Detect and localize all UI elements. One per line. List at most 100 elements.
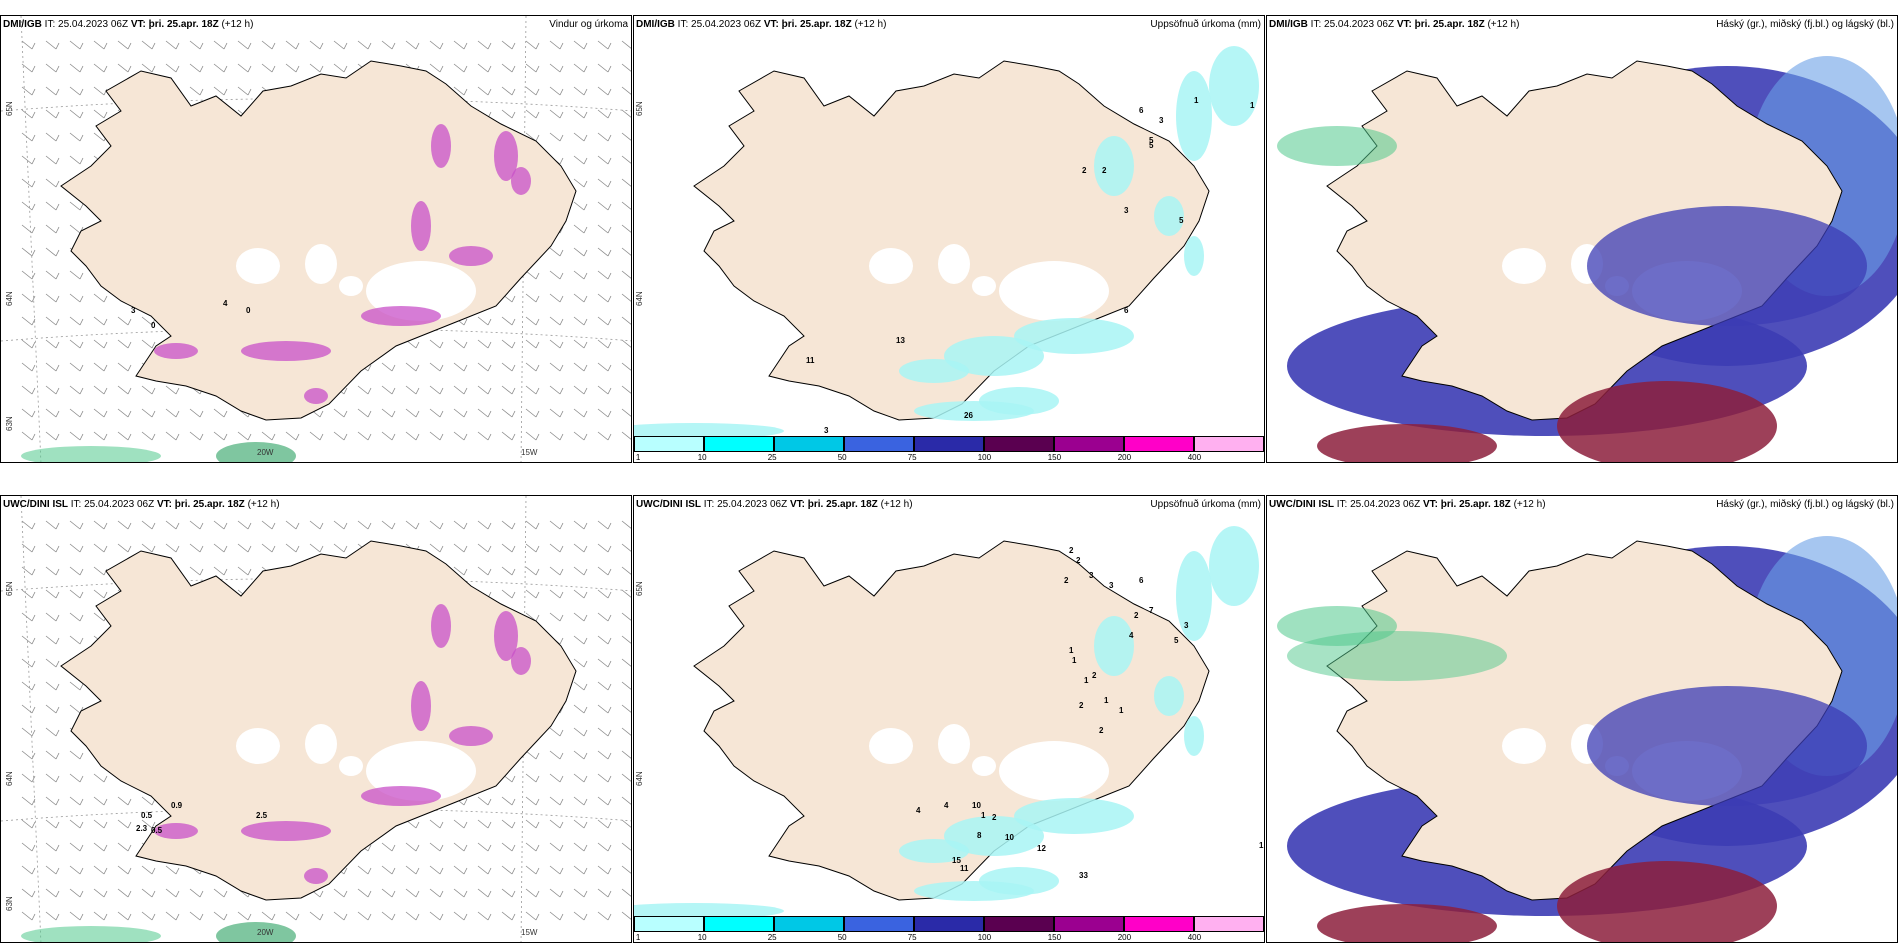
precip-area [1184, 236, 1204, 276]
colorbar-swatch [914, 436, 984, 452]
colorbar-tick-label: 100 [977, 453, 992, 462]
glacier [236, 728, 280, 764]
precip-value-label: 1 [1259, 841, 1264, 850]
source-label: DMI/IGB [1269, 19, 1308, 30]
latitude-label: 65N [5, 101, 14, 116]
colorbar-swatch [774, 436, 844, 452]
panel-title: Háský (gr.), miðský (fj.bl.) og lágský (… [1716, 19, 1894, 30]
latitude-label: 64N [5, 291, 14, 306]
precip-area [1094, 616, 1134, 676]
precip-cell [361, 786, 441, 806]
panel-wind-precip-dmi: DMI/IGB IT: 25.04.2023 06Z VT: þri. 25.a… [0, 15, 632, 463]
precip-cell [154, 343, 198, 359]
colorbar-swatch [634, 436, 704, 452]
precip-value-label: 3 [824, 426, 829, 435]
colorbar-swatch [1054, 916, 1124, 932]
precip-area-green [21, 926, 161, 942]
map-canvas [634, 526, 1259, 919]
glacier [972, 756, 996, 776]
init-time: IT: 25.04.2023 06Z [1336, 499, 1421, 510]
precip-value-label: 2 [1079, 701, 1084, 710]
colorbar-swatch [634, 916, 704, 932]
glacier [305, 244, 337, 284]
precip-value-label: 3 [1109, 581, 1114, 590]
colorbar-swatch [774, 916, 844, 932]
glacier [972, 276, 996, 296]
precip-cell [449, 246, 493, 266]
glacier [339, 276, 363, 296]
colorbar-swatch [844, 916, 914, 932]
longitude-label: 15W [521, 448, 538, 457]
valid-time: VT: þri. 25.apr. 18Z [1422, 499, 1511, 510]
colorbar-tick-label: 200 [1117, 933, 1132, 942]
precip-value-label: 2 [1064, 576, 1069, 585]
glacier [869, 728, 913, 764]
longitude-label: 20W [257, 448, 274, 457]
precip-area [944, 336, 1044, 376]
source-label: UWC/DINI ISL [1269, 499, 1334, 510]
precip-value-label: 26 [964, 411, 973, 420]
map-canvas [1, 16, 631, 462]
glacier [869, 248, 913, 284]
lead-time: (+12 h) [247, 499, 280, 510]
colorbar-tick-label: 25 [767, 933, 777, 942]
precip-area [899, 839, 969, 863]
colorbar-tick-label: 50 [837, 453, 847, 462]
colorbar-swatch [844, 436, 914, 452]
precip-area [1176, 71, 1212, 161]
precip-value-label: 15 [952, 856, 961, 865]
precip-cell [241, 341, 331, 361]
precip-value-label: 2 [1102, 166, 1107, 175]
precip-cell [494, 131, 518, 181]
colorbar-swatch [704, 436, 774, 452]
high-cloud-area [1587, 686, 1867, 806]
map-canvas [1267, 16, 1897, 462]
colorbar-swatch [1124, 436, 1194, 452]
latitude-label: 63N [5, 896, 14, 911]
panel-accum-precip-uwc: UWC/DINI ISL IT: 25.04.2023 06Z VT: þri.… [633, 495, 1265, 943]
precip-cell [449, 726, 493, 746]
valid-time: VT: þri. 25.apr. 18Z [1396, 19, 1485, 30]
longitude-label: 15W [521, 928, 538, 937]
glacier [366, 741, 476, 801]
map-canvas [1, 496, 631, 942]
precip-value-label: 2 [1092, 671, 1097, 680]
panel-clouds-uwc: UWC/DINI ISL IT: 25.04.2023 06Z VT: þri.… [1266, 495, 1898, 943]
source-label: UWC/DINI ISL [3, 499, 68, 510]
panel-accum-precip-dmi: DMI/IGB IT: 25.04.2023 06Z VT: þri. 25.a… [633, 15, 1265, 463]
lead-time: (+12 h) [1487, 19, 1520, 30]
precip-value-label: 8 [977, 831, 982, 840]
low-cloud-area [1317, 904, 1497, 942]
precip-value-label: 4 [916, 806, 921, 815]
precip-value-label: 4 [223, 299, 228, 308]
colorbar-swatches [634, 916, 1264, 932]
valid-time: VT: þri. 25.apr. 18Z [130, 19, 219, 30]
precip-area-green [216, 922, 296, 942]
iceland-landmass [693, 60, 1210, 421]
precip-area [914, 401, 1034, 421]
glacier [1502, 248, 1546, 284]
panel-title: Háský (gr.), miðský (fj.bl.) og lágský (… [1716, 499, 1894, 510]
glacier [938, 244, 970, 284]
precip-area [1184, 716, 1204, 756]
colorbar-tick-label: 25 [767, 453, 777, 462]
panel-wind-precip-uwc: UWC/DINI ISL IT: 25.04.2023 06Z VT: þri.… [0, 495, 632, 943]
latitude-label: 64N [5, 771, 14, 786]
valid-time: VT: þri. 25.apr. 18Z [789, 499, 878, 510]
init-time: IT: 25.04.2023 06Z [44, 19, 129, 30]
precip-colorbar: 1 10 25 50 75 100 150 200 400 [634, 436, 1264, 462]
precip-cell [431, 124, 451, 168]
precip-value-label: 5 [1149, 136, 1154, 145]
iceland-landmass [60, 540, 577, 901]
panel-header: DMI/IGB IT: 25.04.2023 06Z VT: þri. 25.a… [1269, 19, 1519, 30]
latitude-label: 64N [635, 291, 644, 306]
low-cloud-area [1557, 861, 1777, 942]
precip-value-label: 33 [1079, 871, 1088, 880]
precip-area [1014, 318, 1134, 354]
colorbar-swatch [1054, 436, 1124, 452]
precip-value-label: 3 [1159, 116, 1164, 125]
precip-value-label: 6 [1139, 106, 1144, 115]
colorbar-swatch [1124, 916, 1194, 932]
glacier [366, 261, 476, 321]
precip-value-label: 6 [1139, 576, 1144, 585]
